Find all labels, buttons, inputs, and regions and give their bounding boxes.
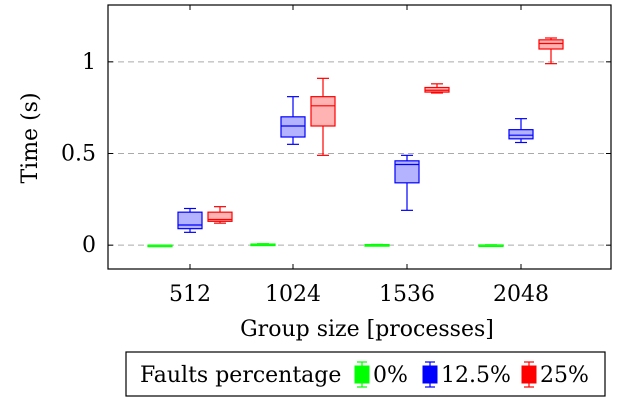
y-tick-label: 0 — [82, 233, 96, 258]
box-12-5pct-512 — [177, 207, 203, 233]
box-25pct-1536 — [424, 83, 450, 94]
box-iqr — [177, 211, 203, 230]
legend-swatch-box — [422, 365, 438, 384]
boxes — [147, 37, 564, 248]
legend-swatch-box — [521, 365, 537, 384]
x-tick-label: 512 — [169, 282, 211, 307]
legend-entry-label: 12.5% — [441, 363, 511, 388]
box-12-5pct-2048 — [508, 118, 534, 144]
legend-title: Faults percentage — [140, 363, 341, 388]
legend-entry: 12.5% — [422, 361, 511, 388]
box-iqr — [207, 211, 233, 222]
grid-lines — [108, 61, 611, 246]
y-tick-label: 1 — [82, 50, 96, 75]
box-iqr — [508, 129, 534, 140]
box-0pct-2048 — [478, 244, 504, 248]
y-tick-label: 0.5 — [61, 142, 96, 167]
box-iqr — [280, 116, 306, 138]
x-axis-label: Group size [processes] — [240, 317, 494, 342]
box-0pct-512 — [147, 244, 173, 248]
box-iqr — [538, 39, 564, 50]
x-tick-label: 2048 — [493, 282, 549, 307]
box-25pct-1024 — [310, 77, 336, 156]
box-12-5pct-1024 — [280, 96, 306, 145]
x-tick-label: 1024 — [265, 282, 321, 307]
box-0pct-1536 — [364, 243, 390, 247]
y-axis-ticks: 00.51 — [61, 50, 611, 258]
box-25pct-2048 — [538, 37, 564, 65]
legend-entry-label: 25% — [540, 363, 589, 388]
x-tick-label: 1536 — [379, 282, 435, 307]
box-25pct-512 — [207, 206, 233, 224]
x-axis-ticks: 512 1024 1536 2048 — [169, 5, 549, 307]
box-iqr — [394, 160, 420, 184]
plot-frame — [107, 4, 612, 270]
y-axis-label: Time (s) — [18, 92, 43, 183]
legend-entry: 0% — [354, 361, 408, 388]
legend-entry-label: 0% — [373, 363, 408, 388]
legend: Faults percentage 0% 12.5% 25% — [125, 351, 606, 397]
legend-entry: 25% — [521, 361, 589, 388]
box-iqr — [310, 96, 336, 127]
legend-swatch-box — [354, 365, 370, 384]
box-12-5pct-1536 — [394, 154, 420, 211]
box-0pct-1024 — [250, 243, 276, 247]
